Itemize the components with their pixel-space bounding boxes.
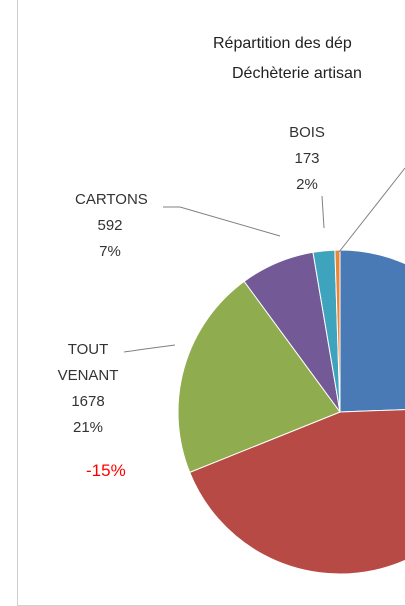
label-name: TOUT VENANT (57, 341, 119, 384)
annotation: -15% (86, 461, 126, 480)
label-name: BOIS (289, 124, 325, 141)
leader-line (338, 167, 405, 253)
pie (177, 249, 405, 575)
label-name: CARTONS (75, 191, 148, 208)
label-value: 173 (294, 150, 320, 167)
chart-title: Déchèterie artisan (232, 65, 362, 82)
data-label: CARTONS 592 7% (65, 187, 155, 265)
label-pct: 21% (72, 419, 104, 436)
data-label: BOIS 173 2% (262, 120, 352, 198)
label-pct: 7% (99, 243, 121, 260)
pie-slice (189, 409, 405, 575)
pie-slice (177, 280, 341, 474)
leader-line (123, 344, 176, 353)
label-pct: 2% (296, 176, 318, 193)
label-value: 1678 (71, 393, 105, 410)
leader-line (321, 195, 325, 229)
chart-title: Répartition des dép (213, 35, 352, 52)
leader-line (163, 206, 281, 237)
pie-slice (339, 249, 405, 413)
label-value: 592 (97, 217, 123, 234)
data-label: TOUT VENANT 1678 21% (43, 337, 133, 441)
